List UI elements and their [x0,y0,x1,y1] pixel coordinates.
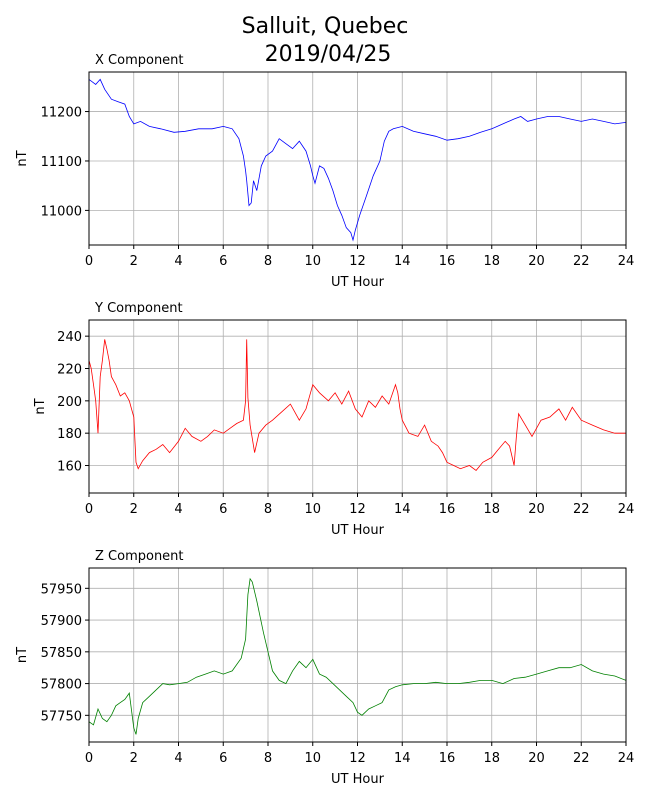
x-tick-label: 12 [349,502,366,517]
x-tick-label: 8 [264,751,272,766]
x-tick-label: 2 [130,751,138,766]
y-tick-label: 57800 [41,678,82,693]
y-tick-label: 11100 [41,155,82,170]
y-tick-label: 57850 [41,646,82,661]
x-tick-label: 4 [174,254,182,269]
panel-z: 0 2 4 6 8 10 12 14 16 18 20 22 245775057800578505790… [15,549,634,787]
x-tick-label: 2 [130,502,138,517]
y-axis-label: nT [15,150,30,166]
x-tick-label: 12 [349,751,366,766]
x-tick-label: 6 [219,254,227,269]
y-axis-label: nT [33,398,48,414]
x-tick-label: 14 [394,254,411,269]
y-tick-label: 57950 [41,582,82,597]
x-tick-label: 24 [618,751,635,766]
x-tick-label: 24 [618,502,635,517]
panel-title-x: X Component [95,53,184,68]
x-tick-label: 6 [219,751,227,766]
x-tick-label: 14 [394,751,411,766]
x-tick-label: 18 [483,751,500,766]
x-tick-label: 22 [573,254,590,269]
x-tick-label: 24 [618,254,635,269]
x-tick-label: 10 [304,254,321,269]
x-axis-label: UT Hour [331,772,385,787]
y-tick-label: 200 [57,395,82,410]
x-tick-label: 8 [264,254,272,269]
x-tick-label: 18 [483,502,500,517]
x-tick-label: 4 [174,502,182,517]
x-axis-label: UT Hour [331,275,385,290]
x-tick-label: 10 [304,502,321,517]
x-tick-label: 0 [85,751,93,766]
x-tick-label: 4 [174,751,182,766]
x-tick-label: 16 [439,751,456,766]
x-tick-label: 16 [439,254,456,269]
series-line-z [89,577,626,735]
x-tick-label: 0 [85,254,93,269]
y-axis-label: nT [15,647,30,663]
x-tick-label: 2 [130,254,138,269]
y-tick-label: 57900 [41,614,82,629]
x-tick-label: 10 [304,751,321,766]
x-tick-label: 22 [573,502,590,517]
x-tick-label: 18 [483,254,500,269]
x-tick-label: 0 [85,502,93,517]
x-tick-label: 22 [573,751,590,766]
x-tick-label: 16 [439,502,456,517]
y-tick-label: 11200 [41,106,82,121]
x-tick-label: 12 [349,254,366,269]
series-line-x [89,78,626,242]
y-tick-label: 160 [57,460,82,475]
figure-title-line1: Salluit, Quebec [242,14,409,39]
x-tick-label: 8 [264,502,272,517]
y-tick-label: 180 [57,427,82,442]
panel-title-z: Z Component [95,549,184,564]
y-tick-label: 57750 [41,709,82,724]
series-line-y [89,339,626,471]
y-tick-label: 220 [57,363,82,378]
x-tick-label: 14 [394,502,411,517]
y-tick-label: 240 [57,330,82,345]
x-axis-label: UT Hour [331,523,385,538]
x-tick-label: 6 [219,502,227,517]
y-tick-label: 11000 [41,204,82,219]
figure-title-line2: 2019/04/25 [265,42,392,67]
x-tick-label: 20 [528,254,545,269]
panel-title-y: Y Component [94,301,183,316]
x-tick-label: 20 [528,751,545,766]
x-tick-label: 20 [528,502,545,517]
